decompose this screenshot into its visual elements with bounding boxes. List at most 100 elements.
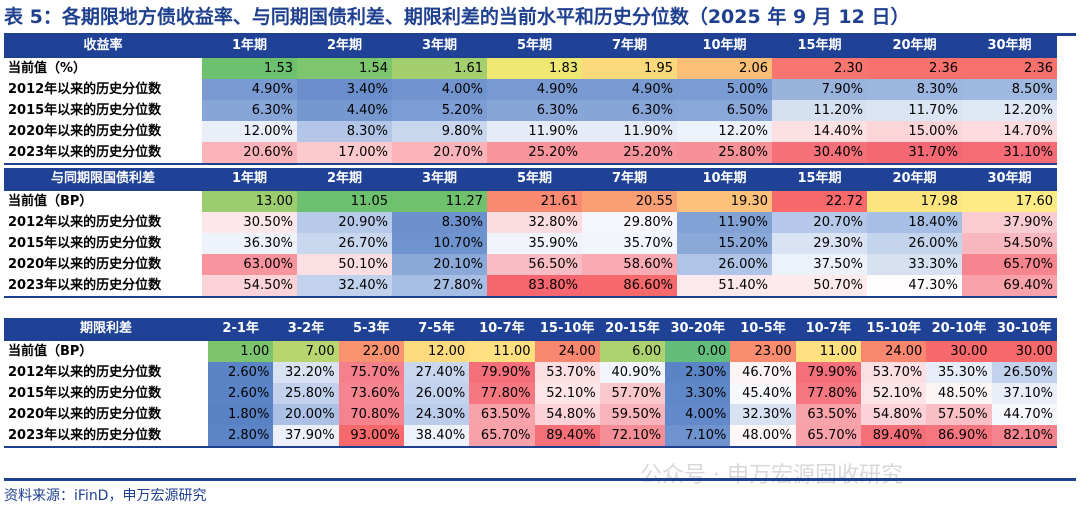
data-cell: 2.06: [677, 56, 772, 79]
data-cell: 63.00%: [202, 254, 297, 275]
data-cell: 2.36: [962, 56, 1057, 79]
table-row: 2020年以来的历史分位数 12.00% 8.30% 9.80% 11.90% 11.90…: [4, 121, 1057, 142]
data-cell: 1.95: [582, 56, 677, 79]
data-cell: 79.90%: [795, 362, 861, 383]
data-cell: 26.50%: [991, 362, 1057, 383]
data-cell: 11.70%: [867, 100, 962, 121]
data-cell: 12.00: [403, 339, 470, 362]
data-cell: 22.72: [772, 189, 867, 212]
data-cell: 77.80%: [469, 383, 535, 404]
row-label: 2015年以来的历史分位数: [4, 100, 202, 121]
data-cell: 30.50%: [202, 212, 297, 233]
data-cell: 11.27: [392, 189, 487, 212]
data-cell: 93.00%: [338, 425, 404, 448]
data-cell: 1.61: [392, 56, 487, 79]
data-cell: 45.40%: [730, 383, 796, 404]
data-cell: 35.90%: [487, 233, 582, 254]
term-spread-table: 期限利差 2-1年 3-2年 5-3年 7-5年 10-7年 15-10年 20-15年 30-…: [4, 318, 1057, 448]
column-header: 10年期: [677, 168, 772, 190]
row-label: 2012年以来的历史分位数: [4, 212, 202, 233]
data-cell: 23.00: [730, 339, 796, 362]
column-header: 10-7年: [469, 318, 535, 340]
data-cell: 50.10%: [297, 254, 392, 275]
data-cell: 54.50%: [202, 275, 297, 298]
column-header: 30-10年: [991, 318, 1057, 340]
data-cell: 32.80%: [487, 212, 582, 233]
data-cell: 38.40%: [403, 425, 470, 448]
column-header: 15-10年: [860, 318, 927, 340]
data-cell: 69.40%: [962, 275, 1057, 298]
table-row: 当前值（BP） 13.00 11.05 11.27 21.61 20.55 19.30 22.…: [4, 189, 1057, 212]
data-cell: 4.00%: [665, 404, 731, 425]
data-cell: 14.40%: [772, 121, 867, 142]
column-header: 30-20年: [665, 318, 731, 340]
data-cell: 5.20%: [392, 100, 487, 121]
data-cell: 75.70%: [338, 362, 404, 383]
data-cell: 8.30%: [297, 121, 392, 142]
column-header: 15年期: [772, 35, 867, 57]
data-cell: 10.70%: [392, 233, 487, 254]
data-cell: 27.40%: [403, 362, 470, 383]
table-row: 2015年以来的历史分位数 6.30% 4.40% 5.20% 6.30% 6.30% 6.…: [4, 100, 1057, 121]
column-header: 3-2年: [273, 318, 339, 340]
data-cell: 12.20%: [962, 100, 1057, 121]
column-header: 2-1年: [208, 318, 274, 340]
data-cell: 26.00%: [403, 383, 470, 404]
data-cell: 26.70%: [297, 233, 392, 254]
table-row: 2023年以来的历史分位数 2.80% 37.90% 93.00% 38.40% 65.7…: [4, 425, 1057, 448]
data-cell: 2.60%: [208, 383, 274, 404]
data-cell: 8.50%: [962, 79, 1057, 100]
data-cell: 11.05: [297, 189, 392, 212]
data-cell: 19.30: [677, 189, 772, 212]
column-header: 1年期: [202, 168, 297, 190]
data-cell: 12.20%: [677, 121, 772, 142]
data-cell: 29.30%: [772, 233, 867, 254]
data-cell: 32.30%: [730, 404, 796, 425]
data-cell: 2.30: [772, 56, 867, 79]
data-cell: 40.90%: [599, 362, 666, 383]
column-header: 30年期: [962, 168, 1057, 190]
data-cell: 30.40%: [772, 142, 867, 165]
title-rule: [4, 33, 1076, 36]
data-cell: 25.20%: [582, 142, 677, 165]
column-header: 7年期: [582, 35, 677, 57]
data-cell: 37.90%: [962, 212, 1057, 233]
data-cell: 4.90%: [582, 79, 677, 100]
data-cell: 20.70%: [392, 142, 487, 165]
data-cell: 83.80%: [487, 275, 582, 298]
data-cell: 51.40%: [677, 275, 772, 298]
data-cell: 20.90%: [297, 212, 392, 233]
data-cell: 4.00%: [392, 79, 487, 100]
header-title-cell: 与同期限国债利差: [4, 168, 202, 190]
column-header: 1年期: [202, 35, 297, 57]
column-header: 7-5年: [403, 318, 470, 340]
data-cell: 52.10%: [534, 383, 600, 404]
data-cell: 2.30%: [665, 362, 731, 383]
data-cell: 27.80%: [392, 275, 487, 298]
data-cell: 73.60%: [338, 383, 404, 404]
data-cell: 1.54: [297, 56, 392, 79]
row-label: 2015年以来的历史分位数: [4, 383, 209, 404]
table-row: 2012年以来的历史分位数 4.90% 3.40% 4.00% 4.90% 4.90% 5.…: [4, 79, 1057, 100]
data-cell: 65.70%: [795, 425, 861, 448]
row-label: 2012年以来的历史分位数: [4, 79, 202, 100]
row-label: 2023年以来的历史分位数: [4, 142, 202, 165]
table-row: 当前值（%） 1.53 1.54 1.61 1.83 1.95 2.06 2.30 2.36 2.…: [4, 56, 1057, 79]
table-row: 2020年以来的历史分位数 63.00% 50.10% 20.10% 56.50% 58.…: [4, 254, 1057, 275]
data-cell: 11.90%: [677, 212, 772, 233]
data-cell: 20.55: [582, 189, 677, 212]
data-cell: 4.90%: [487, 79, 582, 100]
data-cell: 24.00: [860, 339, 927, 362]
data-cell: 22.00: [338, 339, 404, 362]
column-header: 20年期: [867, 168, 962, 190]
data-cell: 12.00%: [202, 121, 297, 142]
data-cell: 17.00%: [297, 142, 392, 165]
data-cell: 25.80%: [677, 142, 772, 165]
data-cell: 3.40%: [297, 79, 392, 100]
header-row: 期限利差 2-1年 3-2年 5-3年 7-5年 10-7年 15-10年 20-15年 30-…: [4, 318, 1057, 340]
data-cell: 24.30%: [403, 404, 470, 425]
column-header: 3年期: [392, 35, 487, 57]
data-cell: 89.40%: [860, 425, 927, 448]
data-cell: 20.10%: [392, 254, 487, 275]
column-header: 7年期: [582, 168, 677, 190]
